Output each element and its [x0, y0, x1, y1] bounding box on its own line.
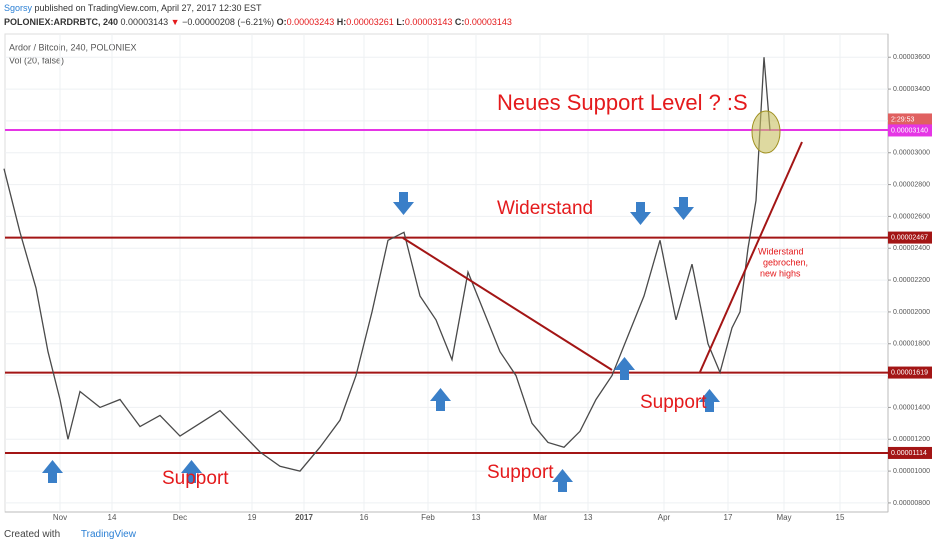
- up-arrow: [430, 388, 451, 411]
- chart-subtitle: Vol (20, false): [9, 55, 64, 65]
- annotation: Support: [640, 392, 707, 413]
- x-tick-label: 2017: [295, 513, 313, 522]
- y-tick-label: 0.00002200: [893, 277, 930, 284]
- annotation: Widerstand: [758, 246, 804, 256]
- trend-line: [402, 237, 613, 371]
- annotation: gebrochen,: [763, 257, 808, 267]
- chart: Ardor / Bitcoin, 240, POLONIEX Vol (20, …: [3, 33, 932, 522]
- annotation: Neues Support Level ? :S: [497, 90, 748, 115]
- published: published on TradingView.com, April 27, …: [34, 3, 262, 13]
- price-marker-box: [888, 124, 932, 137]
- down-arrow: [673, 197, 694, 220]
- change: −0.00000208 (−6.21%): [182, 17, 275, 27]
- countdown: 2:29:53: [891, 116, 914, 123]
- price-marker-label: 0.00003140: [891, 127, 928, 134]
- y-tick-label: 0.00001800: [893, 341, 930, 348]
- countdown-box: [888, 113, 932, 125]
- y-tick-label: 0.00000800: [893, 500, 930, 507]
- down-arrow: ▼: [170, 17, 180, 27]
- x-tick-label: Feb: [421, 513, 435, 522]
- created-with: Created with: [4, 529, 61, 540]
- x-tick-label: 15: [836, 513, 845, 522]
- level-label: 0.00001114: [891, 450, 927, 457]
- x-tick-label: Mar: [533, 513, 547, 522]
- down-arrow: [630, 202, 651, 225]
- x-tick-label: Nov: [53, 513, 67, 522]
- y-tick-label: 0.00003600: [893, 54, 930, 61]
- annotation: Support: [162, 468, 229, 489]
- ohlc-open: O:0.00003243: [276, 17, 335, 27]
- y-tick-label: 0.00002600: [893, 213, 930, 220]
- y-tick-label: 0.00002400: [893, 245, 930, 252]
- plot-frame: [4, 33, 889, 513]
- arrows: [42, 192, 720, 492]
- up-arrow: [42, 460, 63, 483]
- level-label: 0.00002467: [891, 234, 928, 241]
- y-tick-label: 0.00001400: [893, 404, 930, 411]
- trend-line: [699, 141, 803, 373]
- x-tick-label: 16: [360, 513, 369, 522]
- ohlc-close: C:0.00003143: [454, 17, 512, 27]
- annotation: Support: [487, 462, 554, 483]
- up-arrow: [181, 460, 202, 483]
- annotation: Widerstand: [497, 198, 593, 219]
- ohlc-high: H:0.00003261: [336, 17, 394, 27]
- y-tick-label: 0.00003400: [893, 86, 930, 93]
- level-box: [888, 366, 932, 379]
- y-tick-label: 0.00002800: [893, 181, 930, 188]
- x-tick-label: 17: [724, 513, 733, 522]
- last: 0.00003143: [120, 17, 169, 27]
- level-label: 0.00001619: [891, 369, 928, 376]
- brand[interactable]: TradingView: [80, 529, 136, 540]
- header-line: Sgorsy published on TradingView.com, Apr…: [4, 3, 262, 13]
- highlight-ellipse: [751, 110, 781, 154]
- quote-line: POLONIEX:ARDRBTC, 240 0.00003143 ▼ −0.00…: [4, 17, 512, 27]
- ohlc-low: L:0.00003143: [396, 17, 453, 27]
- up-arrow: [614, 357, 635, 380]
- y-tick-label: 0.00001200: [893, 436, 930, 443]
- level-box: [888, 446, 932, 459]
- x-tick-label: 13: [472, 513, 481, 522]
- x-tick-label: Dec: [173, 513, 187, 522]
- annotation: new highs: [760, 268, 801, 278]
- user[interactable]: Sgorsy: [4, 3, 33, 13]
- up-arrow: [552, 469, 573, 492]
- chart-title: Ardor / Bitcoin, 240, POLONIEX: [9, 42, 137, 52]
- footer: Created with TradingView: [4, 529, 136, 540]
- x-tick-label: 13: [584, 513, 593, 522]
- x-tick-label: 14: [108, 513, 117, 522]
- up-arrow: [699, 389, 720, 412]
- y-tick-label: 0.00003000: [893, 150, 930, 157]
- y-tick-label: 0.00002000: [893, 309, 930, 316]
- x-tick-label: 19: [248, 513, 257, 522]
- y-tick-label: 0.00001000: [893, 468, 930, 475]
- down-arrow: [393, 192, 414, 215]
- symbol: POLONIEX:ARDRBTC, 240: [4, 17, 119, 27]
- x-tick-label: Apr: [658, 513, 671, 522]
- price-line: [3, 57, 771, 472]
- level-box: [888, 231, 932, 244]
- x-tick-label: May: [776, 513, 791, 522]
